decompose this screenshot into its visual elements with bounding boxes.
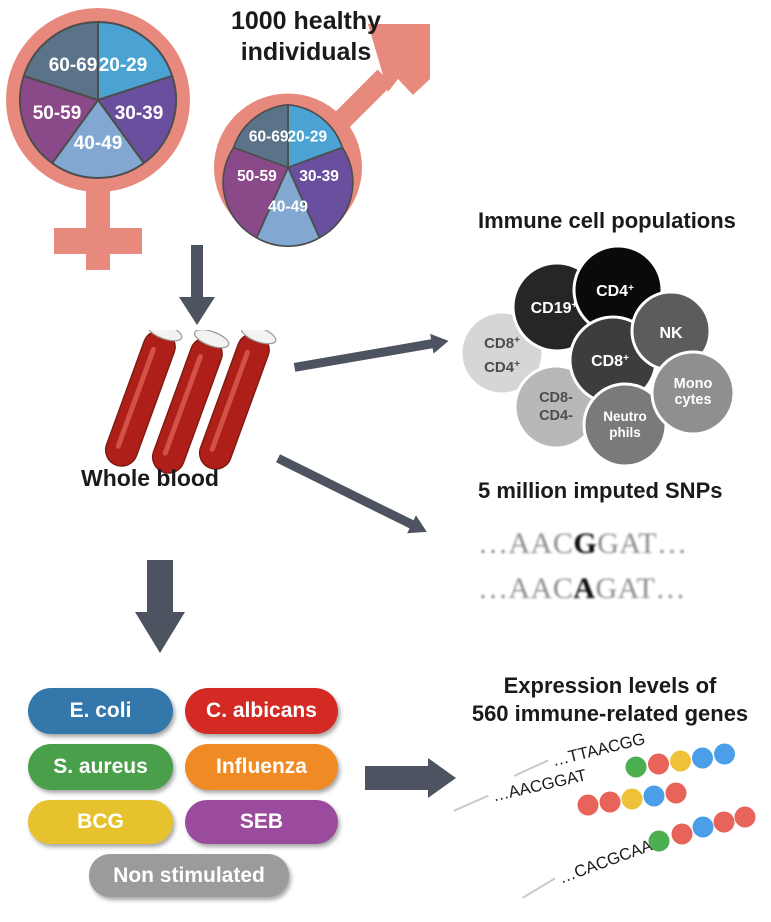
svg-text:60-69: 60-69 xyxy=(49,55,98,76)
svg-text:60-69: 60-69 xyxy=(249,129,289,146)
svg-text:CD8-: CD8- xyxy=(539,390,573,406)
svg-text:20-29: 20-29 xyxy=(99,55,148,76)
svg-text:30-39: 30-39 xyxy=(115,103,164,124)
svg-text:40-49: 40-49 xyxy=(268,198,308,215)
svg-text:Mono: Mono xyxy=(674,376,713,392)
svg-text:cytes: cytes xyxy=(674,392,711,408)
svg-text:…AACGGAT: …AACGGAT xyxy=(491,766,589,805)
svg-text:phils: phils xyxy=(609,425,641,440)
svg-text:CD4-: CD4- xyxy=(539,408,573,424)
svg-text:CD19+: CD19+ xyxy=(531,300,578,317)
svg-text:20-29: 20-29 xyxy=(287,129,327,146)
svg-text:NK: NK xyxy=(659,325,683,342)
svg-text:…CACGCAA: …CACGCAA xyxy=(556,837,654,888)
svg-text:Neutro: Neutro xyxy=(603,409,647,424)
svg-text:30-39: 30-39 xyxy=(299,168,339,185)
svg-text:40-49: 40-49 xyxy=(74,133,123,154)
svg-text:50-59: 50-59 xyxy=(237,168,277,185)
svg-text:50-59: 50-59 xyxy=(33,103,82,124)
